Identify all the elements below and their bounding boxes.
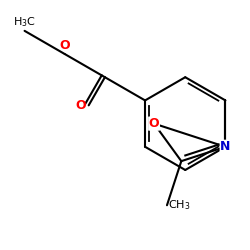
Text: O: O (76, 99, 86, 112)
Text: O: O (60, 39, 70, 52)
Text: CH$_3$: CH$_3$ (168, 198, 191, 212)
Text: N: N (220, 140, 230, 153)
Text: H$_3$C: H$_3$C (13, 15, 36, 28)
Text: O: O (149, 117, 159, 130)
